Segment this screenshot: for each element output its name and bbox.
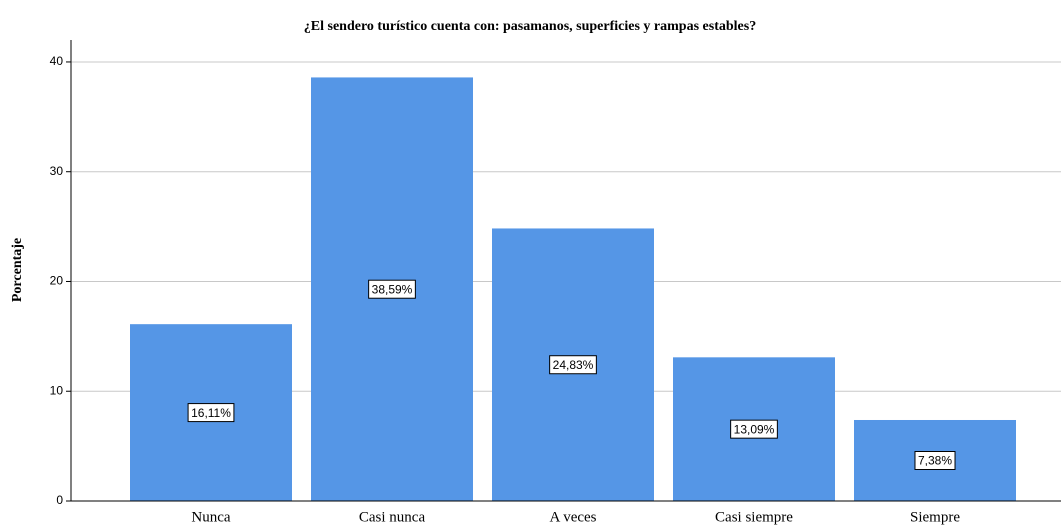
value-label: 7,38% <box>918 454 952 468</box>
y-tick-label: 20 <box>50 274 64 288</box>
x-tick-label: Nunca <box>191 509 230 525</box>
value-label: 16,11% <box>191 406 231 420</box>
value-label: 38,59% <box>372 282 413 296</box>
value-label: 13,09% <box>734 422 775 436</box>
value-label-box <box>730 419 778 439</box>
y-tick-label: 10 <box>50 383 64 397</box>
y-tick-label: 30 <box>50 164 64 178</box>
value-label: 24,83% <box>553 358 594 372</box>
x-tick-label: Casi nunca <box>359 509 426 525</box>
value-label-box <box>549 355 597 375</box>
y-tick-label: 40 <box>50 54 64 68</box>
value-label-box <box>368 279 416 299</box>
x-tick-label: A veces <box>549 509 596 525</box>
y-axis-label: Porcentaje <box>10 238 25 302</box>
x-tick-label: Casi siempre <box>715 509 793 525</box>
x-tick-label: Siempre <box>910 509 960 525</box>
value-label-box <box>914 450 956 470</box>
value-label-box <box>187 403 235 423</box>
chart-title: ¿El sendero turístico cuenta con: pasama… <box>304 19 756 34</box>
y-tick-label: 0 <box>56 493 63 507</box>
